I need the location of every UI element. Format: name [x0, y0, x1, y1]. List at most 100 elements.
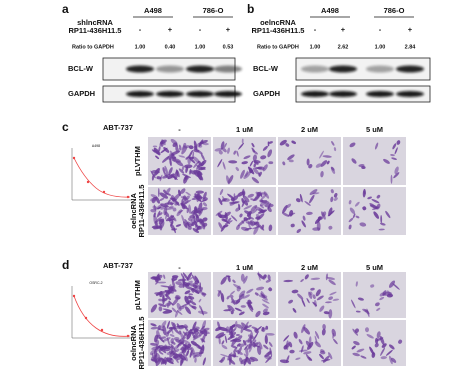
cell	[188, 149, 194, 159]
cell	[388, 280, 396, 288]
cell	[223, 142, 227, 149]
cell	[291, 289, 299, 294]
dose-label: 1 uM	[236, 125, 253, 134]
cell	[283, 279, 294, 283]
cell	[150, 326, 158, 330]
cell	[321, 358, 331, 362]
cell	[351, 299, 356, 309]
cell	[194, 357, 197, 363]
cell	[158, 290, 167, 294]
cell	[285, 355, 290, 363]
cell	[243, 155, 251, 160]
group-label: A498	[144, 6, 162, 15]
ratio-value: 1.00	[135, 44, 146, 50]
cell	[220, 141, 225, 150]
cell	[164, 165, 169, 175]
cell	[364, 309, 370, 315]
cell	[169, 334, 175, 337]
cell	[373, 211, 380, 219]
cell	[262, 145, 268, 151]
cell	[242, 339, 247, 346]
group-label: 786-O	[384, 6, 405, 15]
cell	[218, 150, 223, 155]
cell	[158, 187, 160, 198]
cell	[325, 301, 332, 304]
cell	[303, 351, 312, 355]
cell	[288, 299, 294, 304]
cell	[224, 335, 228, 344]
cell	[198, 139, 204, 147]
cell	[380, 356, 387, 360]
cell	[245, 346, 249, 357]
cell	[218, 337, 221, 345]
blot-band	[156, 65, 184, 73]
cell	[159, 197, 165, 201]
cell	[243, 217, 248, 222]
cell	[383, 158, 390, 164]
cell	[175, 348, 180, 353]
dose-label: 2 uM	[301, 125, 318, 134]
dose-label: 5 uM	[366, 125, 383, 134]
cell	[289, 349, 295, 354]
cell	[316, 295, 324, 301]
cell	[237, 346, 242, 355]
cell	[171, 279, 176, 289]
cell	[200, 153, 205, 161]
cell	[374, 142, 379, 150]
cell	[153, 212, 156, 218]
cell	[333, 338, 338, 345]
cell	[348, 217, 354, 223]
cell	[160, 285, 170, 288]
cell	[154, 334, 159, 343]
cell	[186, 331, 192, 340]
cell	[306, 297, 310, 304]
cell	[199, 329, 205, 335]
cell	[176, 354, 183, 361]
cell	[241, 161, 248, 165]
cell	[219, 188, 224, 196]
cell	[260, 155, 267, 160]
blot-label: BCL-W	[253, 64, 279, 73]
cell	[158, 212, 163, 216]
cell	[260, 291, 266, 298]
cell	[293, 331, 298, 339]
cell	[192, 331, 200, 339]
cell	[183, 175, 188, 184]
cell	[299, 193, 303, 203]
cell	[200, 168, 206, 170]
cell	[165, 289, 171, 296]
cell	[392, 143, 397, 150]
cell	[200, 160, 205, 167]
cell	[304, 274, 309, 280]
cell	[238, 142, 245, 150]
cell	[217, 334, 226, 339]
cell	[195, 190, 204, 194]
cell	[376, 307, 381, 312]
cell	[308, 163, 313, 169]
cell	[161, 320, 167, 329]
cell	[247, 299, 252, 304]
cell	[229, 294, 234, 298]
cell	[283, 344, 288, 350]
cell	[253, 339, 257, 344]
cell	[192, 227, 200, 234]
cell	[170, 195, 176, 203]
cell	[352, 213, 356, 218]
cell	[191, 288, 195, 293]
cell	[328, 296, 334, 301]
cell	[319, 150, 324, 159]
cell	[164, 202, 175, 205]
dose-label: 5 uM	[366, 263, 383, 272]
cell	[351, 345, 356, 350]
cell	[393, 172, 400, 179]
cell	[220, 292, 225, 303]
micrograph	[148, 137, 211, 185]
cell	[189, 157, 196, 164]
cell	[301, 298, 306, 307]
cell	[379, 335, 385, 346]
cell	[222, 195, 226, 202]
cell	[158, 303, 167, 308]
cell	[202, 142, 209, 146]
cell	[172, 157, 177, 162]
micrograph	[148, 272, 211, 318]
